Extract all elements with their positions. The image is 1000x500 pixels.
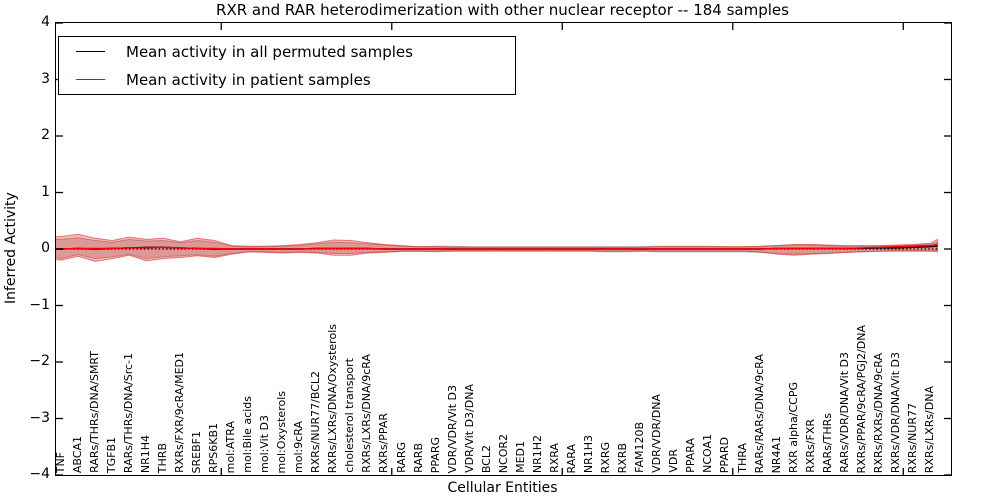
y-tick-labels: 4 3 2 1 0 −1 −2 −3 −4 [0, 14, 50, 482]
x-category-label: PPARD [718, 436, 732, 473]
x-category-label: RXRs/PPAR/9cRA/PGJ2/DNA [854, 324, 868, 474]
y-tick-label: 1 [41, 183, 50, 200]
legend: Mean activity in all permuted samples Me… [58, 36, 516, 95]
x-category-label: mol:Bile acids [241, 396, 255, 473]
y-tick-label: −3 [29, 409, 50, 426]
permuted-band [56, 237, 938, 260]
y-tick-label: −2 [29, 353, 50, 369]
x-category-label: RPS6KB1 [206, 422, 220, 473]
chart-title: RXR and RAR heterodimerization with othe… [216, 1, 789, 19]
x-category-label: VDR/VDR/DNA [650, 394, 664, 473]
x-category-label: mol:Oxysterols [275, 390, 289, 474]
x-category-label: VDR/Vit D3/DNA [462, 384, 476, 473]
x-category-label: MED1 [513, 441, 527, 473]
x-category-label: FAM120B [633, 422, 647, 473]
x-category-label: RARs/THRs [820, 412, 834, 473]
x-category-label: mol:ATRA [224, 420, 237, 473]
x-category-label: NCOR2 [496, 433, 510, 473]
x-category-label: RXRA [547, 443, 561, 473]
x-category-label: SREBF1 [189, 430, 203, 473]
x-category-label: PPARA [684, 438, 698, 473]
x-category-label: RXRG [599, 441, 613, 473]
x-category-label: NR1H4 [138, 434, 152, 473]
x-category-label: RXRs/LXRs/DNA/Oxysterols [326, 323, 340, 473]
patient-mean-line [56, 243, 938, 250]
x-category-label: NR4A1 [769, 435, 783, 473]
y-tick-label: 2 [41, 127, 50, 143]
x-category-label: mol:Vit D3 [258, 415, 272, 473]
y-tick-label: −4 [29, 466, 50, 482]
x-category-label: RARB [411, 443, 425, 473]
x-category-label: mol:9cRA [292, 421, 306, 473]
x-category-label: RXRs/PPAR [377, 413, 391, 473]
x-category-label: ABCA1 [70, 435, 84, 473]
x-category-label: NCOA1 [701, 434, 715, 473]
x-category-label: VDR [667, 449, 681, 473]
permuted-line-icon [76, 51, 105, 52]
x-category-label: THRA [735, 443, 749, 473]
legend-label-permuted: Mean activity in all permuted samples [126, 42, 413, 61]
y-tick-label: 3 [41, 70, 50, 87]
legend-item-patient: Mean activity in patient samples [76, 67, 515, 92]
x-category-label: RARs/THRs/DNA/SMRT [87, 351, 101, 473]
x-category-label: RARs/VDR/DNA/Vit D3 [837, 352, 851, 473]
x-category-label: RARG [394, 442, 408, 473]
patient-band [56, 233, 938, 262]
x-category-label: RARA [565, 443, 578, 473]
x-category-label: RXRB [616, 442, 630, 473]
x-category-label: PPARG [428, 436, 442, 473]
x-category-label: RXRs/LXRs/DNA [923, 385, 937, 473]
y-tick-label: −1 [29, 296, 50, 313]
legend-item-permuted: Mean activity in all permuted samples [76, 39, 515, 64]
chart-canvas [56, 23, 951, 475]
y-tick-label: 0 [41, 240, 50, 256]
x-category-label: NR1H3 [582, 434, 596, 473]
x-category-label: RXRs/RXRs/DNA/9cRA [871, 352, 885, 473]
legend-label-patient: Mean activity in patient samples [126, 70, 371, 89]
axis-ticks [56, 23, 951, 475]
x-category-label: THRB [155, 442, 169, 473]
x-category-label: TNF [53, 451, 67, 473]
x-category-label: RARs/THRs/DNA/Src-1 [121, 352, 135, 473]
x-category-label: BCL2 [479, 444, 493, 473]
x-category-label: cholesterol transport [343, 358, 357, 473]
x-axis-label: Cellular Entities [447, 480, 558, 496]
x-category-label: VDR/VDR/Vit D3 [445, 384, 459, 473]
x-category-label: RXRs/NUR77/BCL2 [309, 370, 323, 473]
patient-line-icon [76, 79, 105, 80]
x-category-label: RXRs/NUR77 [906, 402, 919, 473]
x-category-label: TGFB1 [104, 436, 118, 473]
x-category-label: RXR alpha/CCPG [786, 381, 800, 473]
x-category-label: RXRs/FXR [803, 419, 817, 473]
plot-area: TNF ABCA1 RARs/THRs/DNA/SMRT TGFB1 RARs/THRs… [53, 22, 952, 476]
y-tick-label: 4 [41, 14, 50, 30]
x-category-label: RXRs/LXRs/DNA/9cRA [360, 354, 374, 473]
x-category-label: RXRs/FXR/9cRA/MED1 [172, 352, 186, 473]
x-category-label: NR1H2 [530, 434, 544, 473]
x-category-label: RARs/RARs/DNA/9cRA [752, 353, 766, 473]
x-category-label: RXRs/VDR/DNA/Vit D3 [888, 351, 902, 473]
